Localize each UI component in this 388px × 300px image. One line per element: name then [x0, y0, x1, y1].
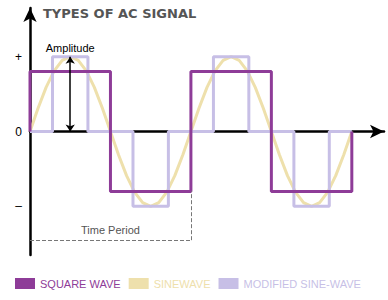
svg-text:SINEWAVE: SINEWAVE	[154, 278, 211, 290]
svg-text:TYPES OF AC SIGNAL: TYPES OF AC SIGNAL	[43, 6, 196, 21]
svg-text:SQUARE WAVE: SQUARE WAVE	[40, 278, 121, 290]
svg-text:Time Period: Time Period	[81, 224, 140, 236]
svg-text:MODIFIED SINE-WAVE: MODIFIED SINE-WAVE	[244, 278, 361, 290]
svg-text:+: +	[15, 50, 22, 64]
svg-text:0: 0	[15, 125, 22, 139]
svg-text:Amplitude: Amplitude	[46, 42, 95, 54]
svg-text:–: –	[15, 199, 22, 213]
